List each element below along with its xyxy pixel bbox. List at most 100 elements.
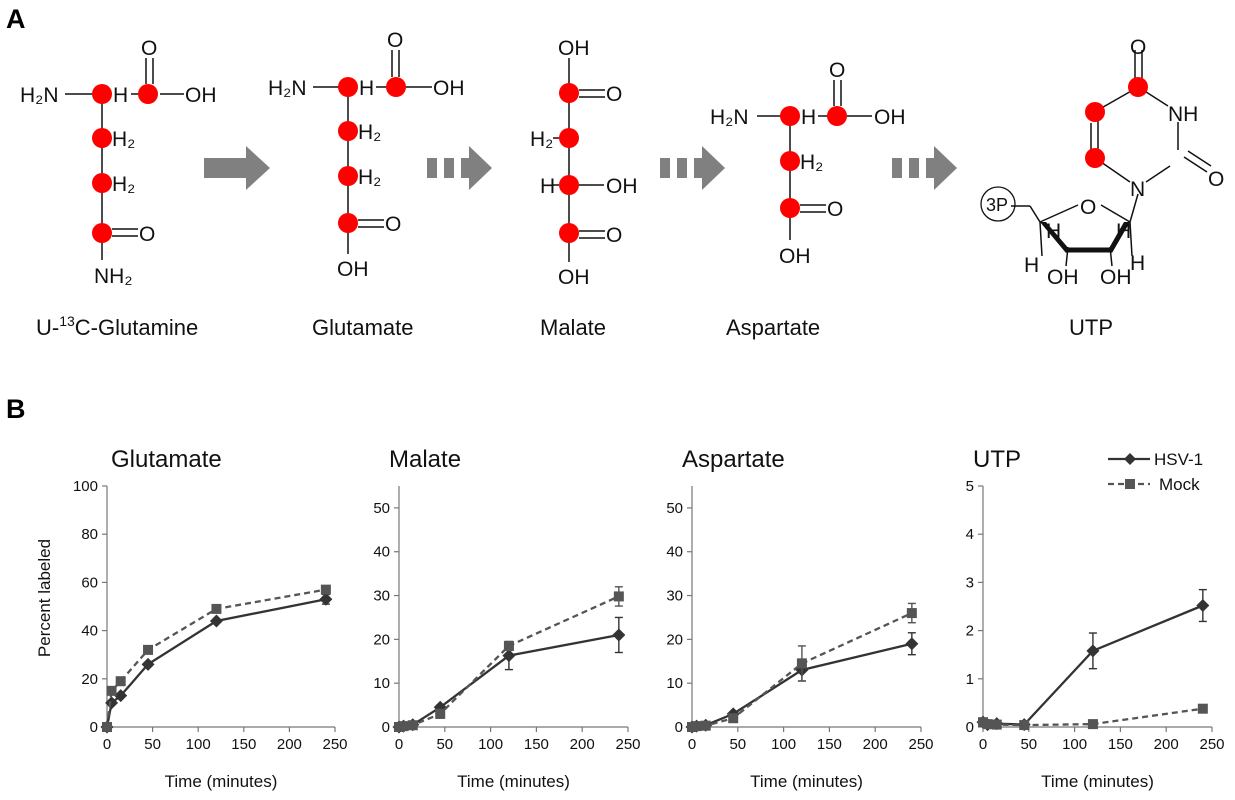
x-tick-label: 250: [615, 736, 640, 753]
data-point-mock: [982, 719, 993, 730]
chart-malate: Malate 0 10 20 30 40 50 0 50 100 150 200 250 Time (mi…: [373, 446, 640, 791]
y-tick-label: 40: [81, 623, 98, 640]
x-axis-title: Time (minutes): [750, 772, 863, 791]
atom-h2: H₂: [112, 128, 135, 151]
x-tick-label: 200: [863, 736, 888, 753]
molecule-name-glutamate: Glutamate: [312, 315, 414, 340]
x-tick-label: 0: [395, 736, 403, 753]
y-tick-label: 50: [666, 500, 683, 517]
y-tick-label: 0: [90, 719, 98, 736]
data-point-mock: [691, 721, 702, 732]
x-axis-title: Time (minutes): [165, 772, 278, 791]
atom-h2: H₂: [530, 128, 553, 151]
x-tick-label: 50: [729, 736, 746, 753]
atom-oh: OH: [1100, 266, 1132, 289]
atom-nh: NH: [1168, 103, 1198, 126]
y-tick-label: 50: [373, 500, 390, 517]
x-axis-title: Time (minutes): [1041, 772, 1154, 791]
data-point-mock: [613, 591, 624, 602]
panel-a-label: A: [6, 4, 26, 34]
x-tick-label: 50: [1020, 736, 1037, 753]
data-point-mock: [102, 722, 112, 732]
x-tick-label: 100: [478, 736, 503, 753]
atom-oh: OH: [337, 258, 369, 281]
wedge-bond: [1108, 222, 1130, 253]
atom-oh: OH: [558, 266, 590, 289]
legend: HSV-1 Mock: [1108, 450, 1203, 494]
data-point-hsv1: [209, 614, 223, 628]
y-tick-label: 0: [966, 719, 974, 736]
solid-arrow: [204, 146, 270, 190]
y-tick-label: 10: [373, 675, 390, 692]
data-point-hsv1: [105, 696, 119, 710]
data-point-mock: [906, 608, 917, 619]
data-point-mock: [435, 708, 446, 719]
atom-o: O: [385, 213, 401, 236]
x-tick-label: 150: [1108, 736, 1133, 753]
atom-o: O: [829, 59, 845, 82]
dashed-arrow: [660, 146, 725, 190]
x-tick-label: 250: [908, 736, 933, 753]
series-line-mock: [105, 588, 327, 728]
chart-glutamate: Glutamate 0 20 40 60 80 100 0 50 100 150 200 250 Time…: [73, 446, 348, 791]
data-point-mock: [796, 658, 807, 669]
x-tick-label: 100: [771, 736, 796, 753]
y-tick-label: 3: [966, 574, 974, 591]
atom-h2: H₂: [800, 151, 823, 174]
data-point-mock: [1019, 720, 1030, 731]
legend-marker-hsv1: [1124, 453, 1136, 465]
data-point-hsv1: [1196, 599, 1210, 613]
x-tick-label: 50: [436, 736, 453, 753]
y-tick-label: 40: [666, 544, 683, 561]
atom-h: H: [1024, 254, 1039, 277]
data-point-mock: [143, 644, 154, 655]
data-point-mock: [106, 685, 117, 696]
x-tick-label: 250: [322, 736, 347, 753]
y-tick-label: 10: [666, 675, 683, 692]
x-tick-label: 100: [1062, 736, 1087, 753]
legend-label-mock: Mock: [1159, 475, 1200, 494]
atom-oh: OH: [779, 245, 811, 268]
y-tick-label: 40: [373, 544, 390, 561]
atom-amine: H₂N: [20, 84, 58, 107]
x-tick-label: 200: [1154, 736, 1179, 753]
atom-oh: OH: [558, 37, 590, 60]
y-tick-label: 20: [666, 631, 683, 648]
molecule-name-malate: Malate: [540, 315, 606, 340]
y-tick-label: 0: [382, 719, 390, 736]
legend-label-hsv1: HSV-1: [1154, 450, 1203, 469]
atom-o: O: [1208, 168, 1224, 191]
atom-h2: H₂: [358, 121, 381, 144]
molecule-name-glutamine: U-13C-Glutamine: [36, 313, 198, 340]
x-tick-label: 200: [570, 736, 595, 753]
molecule-name-utp: UTP: [1069, 315, 1113, 340]
data-point-mock: [407, 720, 418, 731]
atom-o: O: [1080, 196, 1096, 219]
atom-oh: OH: [874, 106, 906, 129]
atom-nh2: NH₂: [94, 265, 132, 288]
atom-oh: OH: [606, 175, 638, 198]
molecule-bonds: [65, 50, 1212, 267]
atom-h: H: [801, 106, 816, 129]
phosphate-circle: [980, 186, 1016, 222]
labeled-carbons: [92, 77, 1148, 243]
molecule-name-aspartate: Aspartate: [726, 315, 820, 340]
y-tick-label: 5: [966, 478, 974, 495]
legend-marker-mock: [1125, 479, 1135, 489]
reaction-arrows: [204, 146, 957, 190]
chart-title: Malate: [389, 446, 461, 473]
chart-title: UTP: [973, 446, 1021, 473]
x-tick-label: 150: [231, 736, 256, 753]
atom-h: H: [1116, 220, 1131, 243]
wedge-bond: [1040, 222, 1070, 253]
data-point-mock: [398, 721, 409, 732]
y-tick-label: 60: [81, 574, 98, 591]
x-tick-label: 50: [144, 736, 161, 753]
y-tick-label: 4: [966, 526, 974, 543]
dashed-arrow: [427, 146, 492, 190]
data-point-hsv1: [502, 649, 516, 663]
atom-n: N: [1130, 178, 1145, 201]
